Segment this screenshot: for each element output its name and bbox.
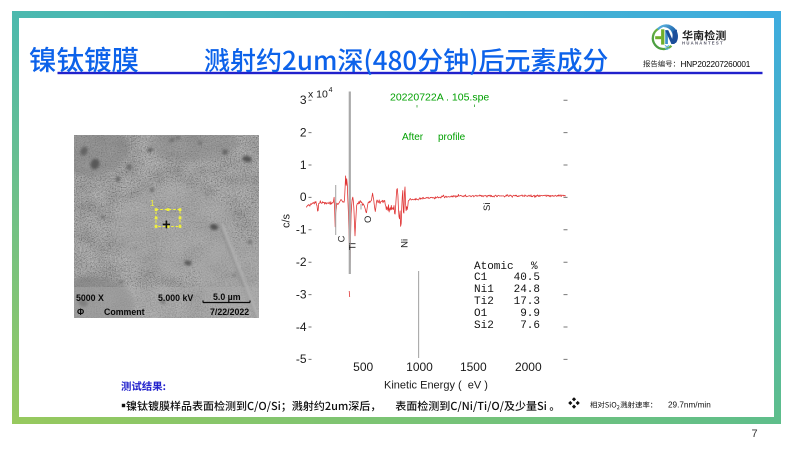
- svg-text:7.6: 7.6: [520, 320, 540, 332]
- svg-text:Ni1: Ni1: [474, 284, 494, 296]
- svg-text:500: 500: [353, 360, 373, 374]
- svg-text:C: C: [336, 235, 347, 242]
- svg-text:9.9: 9.9: [520, 308, 540, 320]
- svg-text:1000: 1000: [406, 360, 433, 374]
- svg-text:profile: profile: [438, 132, 466, 143]
- svg-text:1: 1: [150, 199, 155, 208]
- svg-text:Si2: Si2: [474, 320, 494, 332]
- svg-text:3: 3: [300, 93, 307, 107]
- svg-text:4: 4: [329, 87, 333, 94]
- svg-text:%: %: [531, 261, 538, 273]
- svg-text:29.7nm/min: 29.7nm/min: [668, 401, 711, 410]
- svg-text:5000 X: 5000 X: [76, 293, 104, 303]
- svg-text:Kinetic Energy ( eV ): Kinetic Energy ( eV ): [384, 380, 488, 392]
- svg-text:x 10: x 10: [308, 89, 328, 101]
- svg-text:C1: C1: [474, 272, 488, 284]
- svg-text:c/s: c/s: [281, 213, 293, 228]
- svg-text:40.5: 40.5: [514, 272, 540, 284]
- svg-text:After: After: [402, 132, 424, 143]
- svg-text:5.0 µm: 5.0 µm: [213, 292, 241, 302]
- svg-text:Ni: Ni: [399, 239, 410, 248]
- svg-text:Ti2: Ti2: [474, 296, 494, 308]
- svg-text:Ti: Ti: [347, 243, 358, 251]
- svg-text:-2: -2: [296, 255, 307, 269]
- svg-text:7: 7: [752, 428, 758, 440]
- svg-text:Comment: Comment: [104, 307, 145, 317]
- svg-text:17.3: 17.3: [514, 296, 540, 308]
- svg-text:1500: 1500: [460, 360, 487, 374]
- svg-text:-4: -4: [296, 320, 307, 334]
- svg-text:HNP202207260001: HNP202207260001: [681, 60, 751, 69]
- svg-text:-1: -1: [296, 223, 307, 237]
- svg-text:0: 0: [300, 190, 307, 204]
- svg-text:Φ: Φ: [77, 307, 84, 317]
- svg-text:7/22/2022: 7/22/2022: [210, 307, 249, 317]
- svg-text:2: 2: [300, 125, 307, 139]
- svg-text:O1: O1: [474, 308, 488, 320]
- svg-text:-3: -3: [296, 287, 307, 301]
- svg-text:-5: -5: [296, 352, 307, 366]
- svg-text:20220722A . 105.spe: 20220722A . 105.spe: [390, 92, 489, 104]
- svg-text:Atomic: Atomic: [474, 261, 514, 273]
- svg-text:2000: 2000: [515, 360, 542, 374]
- svg-text:HUANANTEST: HUANANTEST: [682, 41, 724, 46]
- svg-text:24.8: 24.8: [514, 284, 540, 296]
- svg-text:5.000 kV: 5.000 kV: [158, 293, 193, 303]
- svg-text:O: O: [363, 216, 374, 223]
- svg-text:1: 1: [300, 158, 307, 172]
- svg-text:Si: Si: [482, 203, 493, 211]
